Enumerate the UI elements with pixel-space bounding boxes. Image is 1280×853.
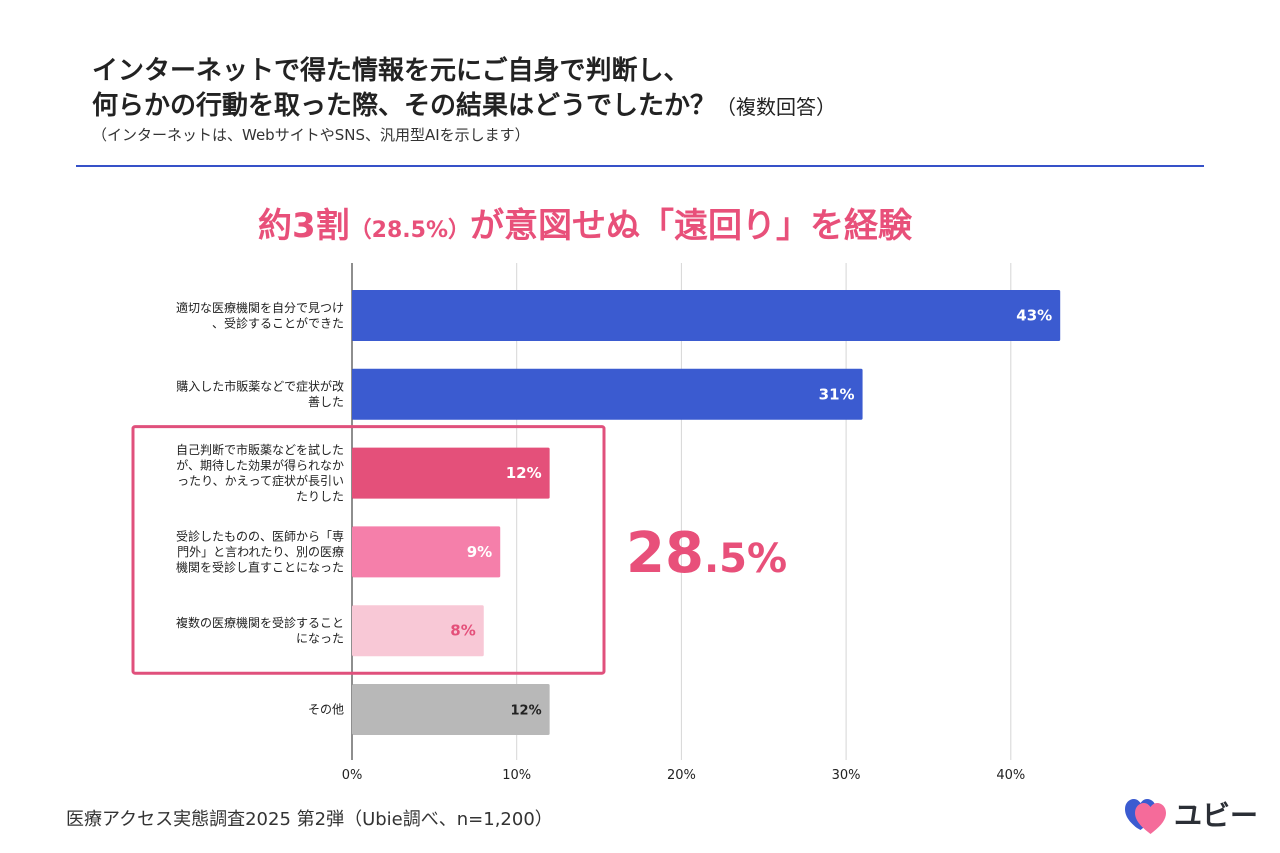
title-suffix: （複数回答） (716, 95, 837, 119)
headline-part2: （28.5%） (349, 218, 470, 243)
data-label: 12% (511, 704, 542, 719)
highlight-dec: .5% (703, 536, 788, 582)
x-tick-label: 0% (342, 768, 363, 783)
bar (352, 605, 484, 657)
data-label: 43% (1016, 307, 1052, 325)
logo-text: ユビー (1174, 799, 1259, 832)
category-label: 自己判断で市販薬などを試したが、期待した効果が得られなかったり、かえって症状が長… (176, 442, 344, 504)
title-line-1: インターネットで得た情報を元にご自身で判断し、 (92, 56, 690, 86)
x-tick-label: 20% (667, 768, 696, 783)
bar (352, 290, 1061, 341)
bar (352, 447, 550, 499)
headline: 約3割（28.5%）が意図せぬ「遠回り」を経験 (0, 198, 1170, 247)
ubie-logo: ユビー (1124, 794, 1258, 834)
category-label: 受診したものの、医師から「専門外」と言われたり、別の医療機関を受診し直すことにな… (176, 528, 344, 574)
data-label: 31% (819, 385, 855, 403)
highlight-percentage: 28.5% (626, 521, 787, 586)
title-note: （インターネットは、WebサイトやSNS、汎用型AIを示します） (92, 126, 530, 144)
source-note: 医療アクセス実態調査2025 第2弾（Ubie調べ、n=1,200） (66, 809, 553, 830)
data-label: 12% (506, 464, 542, 482)
highlight-box (131, 425, 606, 675)
bar (352, 684, 550, 735)
title-line-2: 何らかの行動を取った際、その結果はどうでしたか？（複数回答） (92, 89, 1192, 125)
bar (352, 368, 863, 420)
category-label: 購入した市販薬などで症状が改善した (176, 379, 344, 410)
headline-part1: 約3割 (258, 206, 350, 246)
heart-logo-icon (1125, 799, 1166, 834)
x-tick-label: 30% (832, 768, 861, 783)
data-label: 9% (467, 543, 492, 561)
category-label: 複数の医療機関を受診することになった (176, 615, 344, 646)
title-line-2-main: 何らかの行動を取った際、その結果はどうでしたか？ (92, 91, 717, 121)
title-divider (76, 165, 1204, 167)
data-label: 8% (450, 622, 475, 640)
headline-part3: が意図せぬ「遠回り」を経験 (470, 206, 912, 246)
highlight-int: 28 (626, 521, 704, 586)
x-tick-label: 40% (996, 768, 1025, 783)
x-tick-label: 10% (502, 768, 531, 783)
title-block: インターネットで得た情報を元にご自身で判断し、 何らかの行動を取った際、その結果… (92, 54, 1192, 145)
category-label: その他 (308, 703, 344, 717)
category-label: 適切な医療機関を自分で見つけ、受診することができた (176, 300, 344, 331)
bar (352, 526, 501, 578)
